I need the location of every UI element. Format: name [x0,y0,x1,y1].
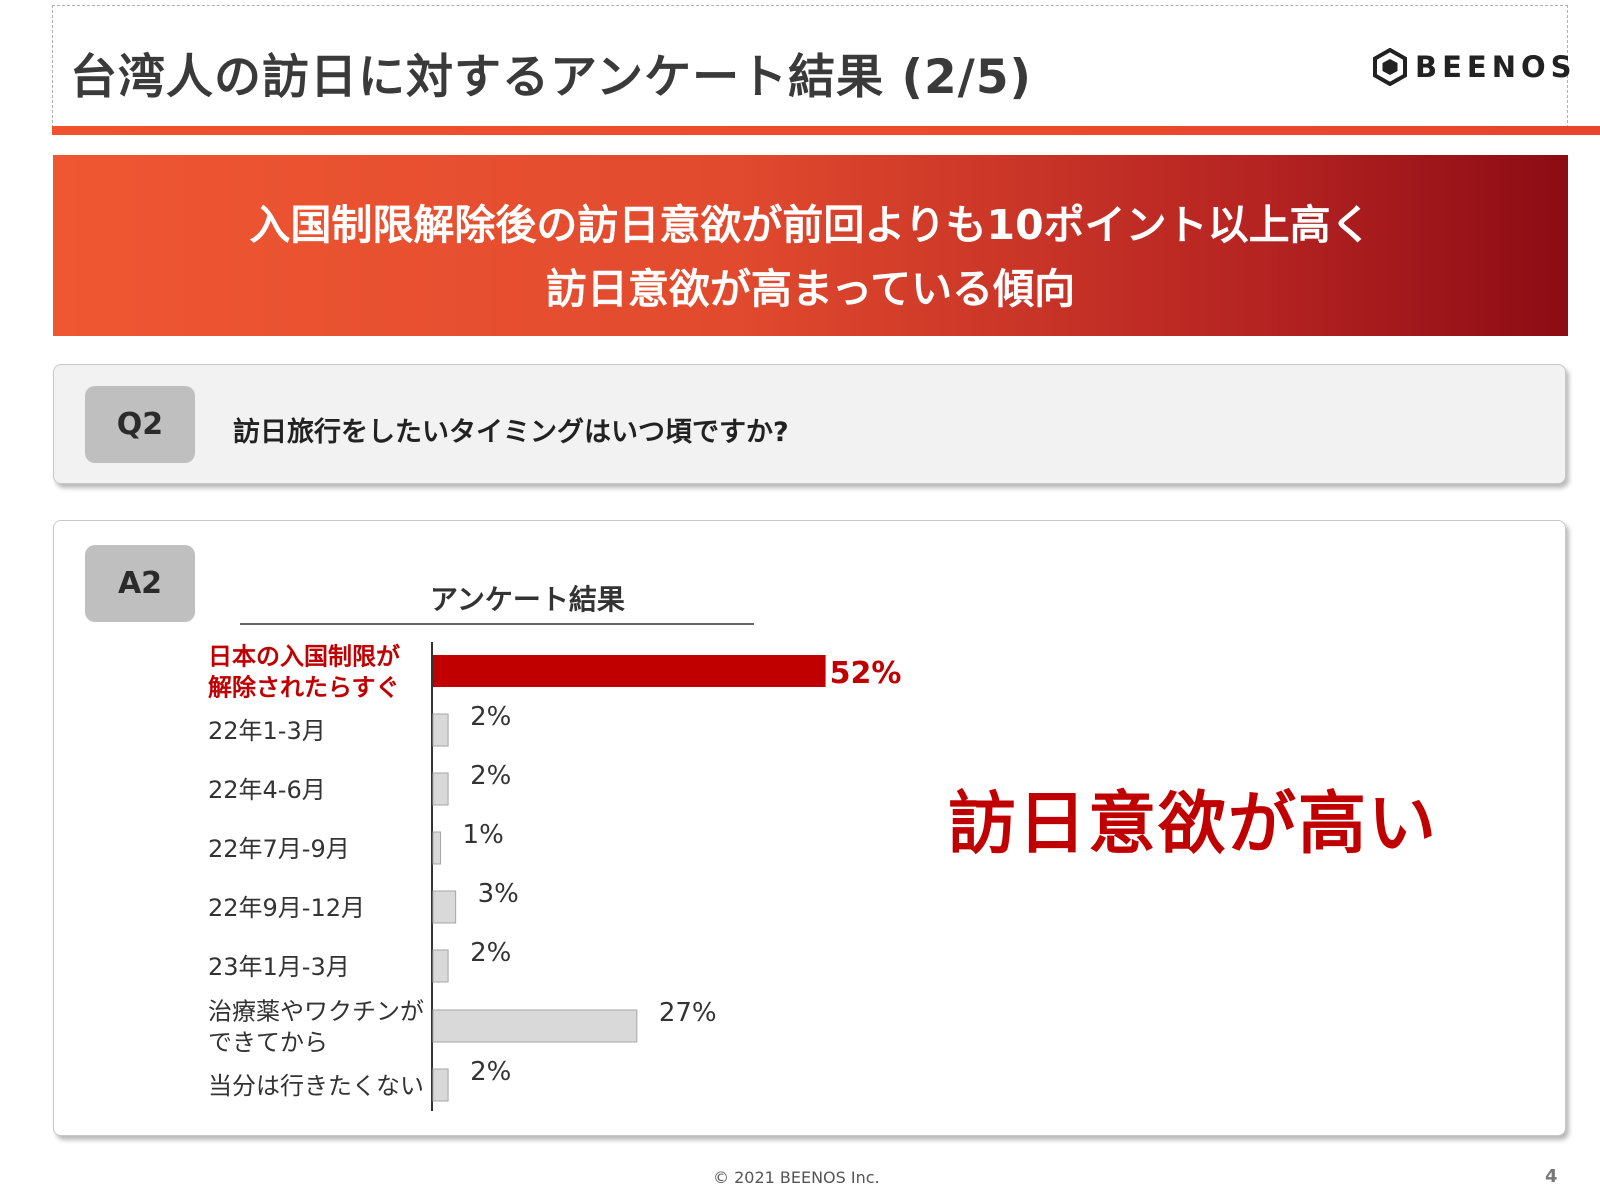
category-label-6-0: 治療薬やワクチンが [208,998,424,1026]
value-label-4: 3% [478,879,519,909]
bar-7 [432,1068,449,1102]
category-label-1-0: 22年1-3月 [208,717,326,745]
bar-4 [432,890,457,924]
summary-banner: 入国制限解除後の訪日意欲が前回よりも10ポイント以上高く 訪日意欲が高まっている… [53,155,1568,336]
bar-0 [433,655,826,687]
bar-2 [432,772,449,806]
logo-text: BEENOS [1415,50,1577,84]
value-label-7: 2% [470,1057,511,1087]
question-box [53,364,1566,484]
category-label-7-0: 当分は行きたくない [208,1072,424,1100]
category-label-0-0: 日本の入国制限が [208,643,400,671]
category-label-0-1: 解除されたらすぐ [208,674,400,702]
category-label-3-0: 22年7月-9月 [208,835,350,863]
category-label-5-0: 23年1月-3月 [208,953,350,981]
brand-logo: BEENOS [1373,48,1577,86]
value-label-1: 2% [470,702,511,732]
chart-title-underline [240,623,754,625]
answer-tag: A2 [85,545,195,622]
value-label-3: 1% [463,820,504,850]
question-tag: Q2 [85,386,195,463]
title-underline [52,126,1600,135]
category-label-6-1: できてから [208,1029,328,1057]
hexagon-logo-icon [1373,48,1407,86]
answer-box [53,520,1566,1136]
page-number: 4 [1545,1166,1558,1187]
category-label-4-0: 22年9月-12月 [208,894,365,922]
question-text: 訪日旅行をしたいタイミングはいつ頃ですか? [233,417,789,448]
bar-3 [432,831,442,865]
value-label-6: 27% [659,998,717,1028]
bar-5 [432,949,449,983]
value-label-5: 2% [470,938,511,968]
copyright-text: © 2021 BEENOS Inc. [713,1168,880,1187]
value-label-0: 52% [830,656,902,691]
chart-title: アンケート結果 [430,583,625,616]
highlight-message: 訪日意欲が高い [948,785,1439,864]
bar-6 [432,1009,638,1043]
page-title: 台湾人の訪日に対するアンケート結果 (2/5) [70,50,1033,105]
value-label-2: 2% [470,761,511,791]
banner-line-1: 入国制限解除後の訪日意欲が前回よりも10ポイント以上高く [249,201,1372,249]
banner-line-2: 訪日意欲が高まっている傾向 [545,265,1076,313]
category-label-2-0: 22年4-6月 [208,776,326,804]
bar-1 [432,713,449,747]
